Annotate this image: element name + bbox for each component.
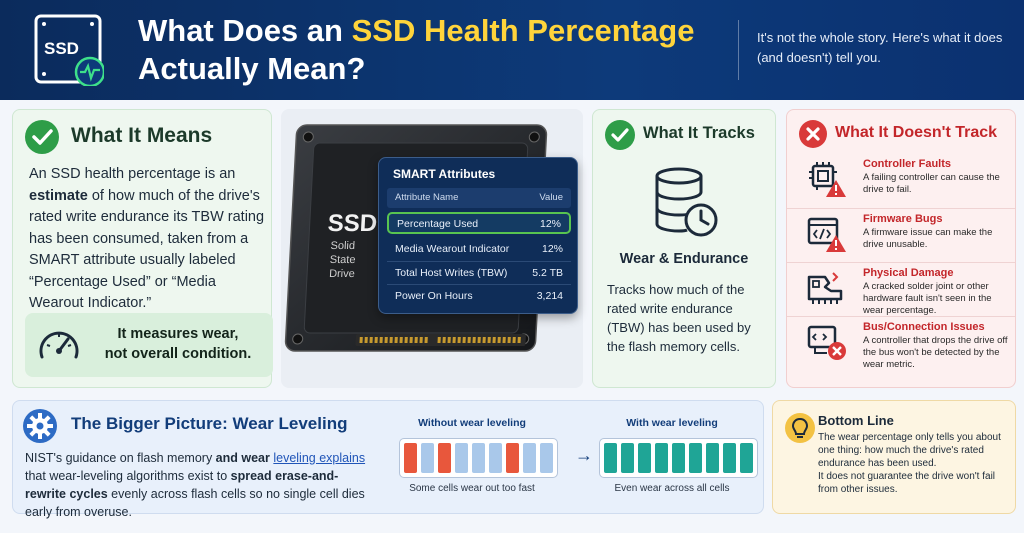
what-it-tracks-body: Tracks how much of the rated write endur… <box>607 282 751 354</box>
page-title: What Does an SSD Health Percentage Actua… <box>138 13 695 86</box>
x-icon <box>799 120 827 148</box>
cell-even <box>706 443 719 473</box>
bigger-picture-title: The Bigger Picture: Wear Leveling <box>71 414 348 433</box>
cell-even <box>723 443 736 473</box>
without-wear-leveling-caption: Some cells wear out too fast <box>409 483 535 494</box>
cell-even <box>672 443 685 473</box>
physical-damage-item: Physical Damage A cracked solder joint o… <box>787 262 1015 316</box>
drive-label-drive: Drive <box>329 268 355 280</box>
with-wear-leveling-cells <box>599 438 758 478</box>
without-wear-leveling-label: Without wear leveling <box>418 417 526 429</box>
cell-even <box>689 443 702 473</box>
chip-warning-icon <box>809 162 846 197</box>
bottom-line-body: The wear percentage only tells you about… <box>818 432 1001 495</box>
cell-fresh <box>540 443 553 473</box>
drive-connector <box>355 334 526 346</box>
bigger-picture-card: The Bigger Picture: Wear Leveling NIST's… <box>12 400 764 519</box>
bottom-line-title: Bottom Line <box>818 413 894 428</box>
smart-attributes-title: SMART Attributes <box>393 167 496 181</box>
controller-faults-label: Controller Faults <box>863 158 952 170</box>
cell-worn <box>438 443 451 473</box>
smart-attributes-panel: SMART Attributes Attribute Name Value Pe… <box>378 157 578 314</box>
drive-brand-text: SSD <box>327 210 378 237</box>
cell-worn <box>506 443 519 473</box>
smart-row-percentage-used: Percentage Used 12% <box>387 212 571 234</box>
what-it-means-card: What It Means An SSD health percentage i… <box>12 109 273 388</box>
smart-row-media-wearout: Media Wearout Indicator 12% <box>395 243 563 255</box>
wear-endurance-subtitle: Wear & Endurance <box>619 251 749 267</box>
cell-even <box>740 443 753 473</box>
board-damage-icon <box>807 272 843 304</box>
smart-table-header: Attribute Name Value <box>387 188 571 208</box>
measures-wear-callout: It measures wear, not overall condition. <box>25 313 273 377</box>
code-warning-icon <box>807 217 846 252</box>
bus-connection-issues-desc: A controller that drops the drive off th… <box>863 335 1008 370</box>
page-subtitle: It's not the whole story. Here's what it… <box>757 30 1003 65</box>
ssd-heartbeat-icon: SSD <box>34 14 104 86</box>
without-wear-leveling-cells <box>399 438 558 478</box>
gear-icon <box>23 409 57 443</box>
bottom-line-card: Bottom Line The wear percentage only tel… <box>772 400 1016 514</box>
cell-even <box>638 443 651 473</box>
arrow-right-icon: → <box>575 445 593 465</box>
connection-error-icon <box>807 325 846 360</box>
what-it-means-body: An SSD health percentage is an estimate … <box>29 166 265 311</box>
database-clock-icon <box>655 167 718 237</box>
controller-faults-desc: A failing controller can cause the drive… <box>863 172 1000 195</box>
cell-even <box>621 443 634 473</box>
smart-row-power-on-hours: Power On Hours 3,214 <box>387 284 571 306</box>
what-it-doesnt-track-title: What It Doesn't Track <box>835 124 998 141</box>
header-divider <box>738 20 739 80</box>
smart-col-value: Value <box>539 192 563 203</box>
header-banner: SSD What Does an SSD Health Percentage A… <box>0 0 1024 100</box>
what-it-tracks-title: What It Tracks <box>643 124 755 142</box>
bigger-picture-body: NIST's guidance on flash memory and wear… <box>25 451 366 519</box>
check-icon <box>605 120 635 150</box>
check-icon <box>25 120 59 154</box>
what-it-doesnt-track-card: What It Doesn't Track Controller Faults … <box>786 109 1016 388</box>
with-wear-leveling-label: With wear leveling <box>626 417 718 429</box>
firmware-bugs-desc: A firmware issue can make the drive unus… <box>863 227 993 250</box>
physical-damage-desc: A cracked solder joint or other hardware… <box>863 281 992 316</box>
bus-connection-issues-item: Bus/Connection Issues A controller that … <box>787 316 1015 370</box>
measures-wear-text: It measures wear, not overall condition. <box>104 326 252 362</box>
what-it-tracks-card: What It Tracks Wear & Endurance Tracks h… <box>592 109 776 388</box>
firmware-bugs-label: Firmware Bugs <box>863 213 943 225</box>
cell-even <box>604 443 617 473</box>
cell-fresh <box>455 443 468 473</box>
cell-fresh <box>523 443 536 473</box>
gauge-icon <box>39 331 79 359</box>
svg-text:SSD: SSD <box>44 39 79 58</box>
bus-connection-issues-label: Bus/Connection Issues <box>863 321 985 333</box>
cell-fresh <box>489 443 502 473</box>
cell-worn <box>404 443 417 473</box>
what-it-means-title: What It Means <box>71 124 213 147</box>
bulb-icon <box>785 413 815 443</box>
drive-label-solid: Solid <box>330 240 355 252</box>
cell-fresh <box>472 443 485 473</box>
with-wear-leveling-caption: Even wear across all cells <box>614 483 730 494</box>
cell-even <box>655 443 668 473</box>
controller-faults-item: Controller Faults A failing controller c… <box>787 154 1015 208</box>
firmware-bugs-item: Firmware Bugs A firmware issue can make … <box>787 208 1015 262</box>
physical-damage-label: Physical Damage <box>863 267 954 279</box>
cell-fresh <box>421 443 434 473</box>
smart-col-name: Attribute Name <box>395 192 459 203</box>
wear-leveling-link[interactable]: leveling explains <box>273 451 366 465</box>
smart-row-total-host-writes: Total Host Writes (TBW) 5.2 TB <box>387 261 571 283</box>
drive-label-state: State <box>330 254 356 266</box>
